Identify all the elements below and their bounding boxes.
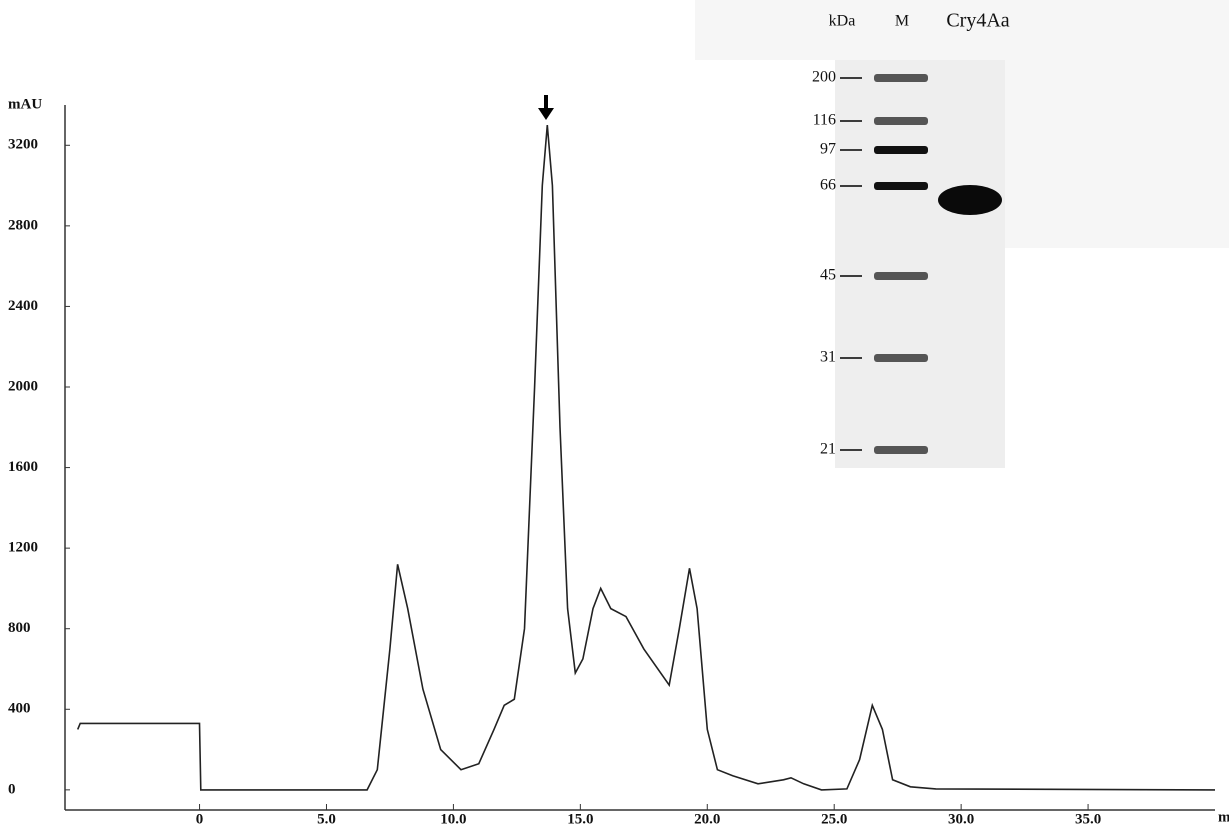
gel-background (835, 0, 1005, 468)
x-tick-label: 0 (196, 811, 204, 827)
marker-band (874, 117, 928, 125)
y-axis-label: mAU (8, 96, 42, 112)
x-tick-label: 10.0 (440, 811, 466, 827)
y-tick-label: 1200 (8, 540, 38, 556)
x-tick-label: 15.0 (567, 811, 593, 827)
x-tick-label: 30.0 (948, 811, 974, 827)
marker-band (874, 446, 928, 454)
y-tick-label: 2000 (8, 378, 38, 394)
x-tick-label: 25.0 (821, 811, 847, 827)
marker-label: 200 (812, 69, 836, 86)
y-tick-label: 2400 (8, 298, 38, 314)
marker-label: 116 (813, 112, 836, 129)
marker-label: 45 (820, 267, 836, 284)
marker-band (874, 182, 928, 190)
gel-header: M (895, 13, 909, 30)
y-tick-label: 2800 (8, 217, 38, 233)
y-tick-label: 800 (8, 620, 31, 636)
marker-band (874, 74, 928, 82)
marker-band (874, 354, 928, 362)
gel-header: Cry4Aa (946, 10, 1009, 32)
y-tick-label: 0 (8, 781, 16, 797)
sample-band (938, 185, 1002, 215)
y-tick-label: 400 (8, 701, 31, 717)
y-tick-label: 1600 (8, 459, 38, 475)
marker-label: 21 (820, 441, 836, 458)
arrow (538, 108, 554, 120)
marker-label: 97 (820, 141, 836, 158)
gel-background (1005, 60, 1229, 248)
x-tick-label: 5.0 (317, 811, 336, 827)
marker-band (874, 146, 928, 154)
x-axis-label: ml (1218, 809, 1229, 825)
y-tick-label: 3200 (8, 137, 38, 153)
gel-header: kDa (829, 13, 856, 30)
x-tick-label: 35.0 (1075, 811, 1101, 827)
marker-band (874, 272, 928, 280)
marker-label: 66 (820, 177, 836, 194)
marker-label: 31 (820, 349, 836, 366)
x-tick-label: 20.0 (694, 811, 720, 827)
chart: kDa M Cry4Aa 200 116 97 66 45 31 21 mAU ml 0 400 800 1… (0, 0, 1229, 828)
